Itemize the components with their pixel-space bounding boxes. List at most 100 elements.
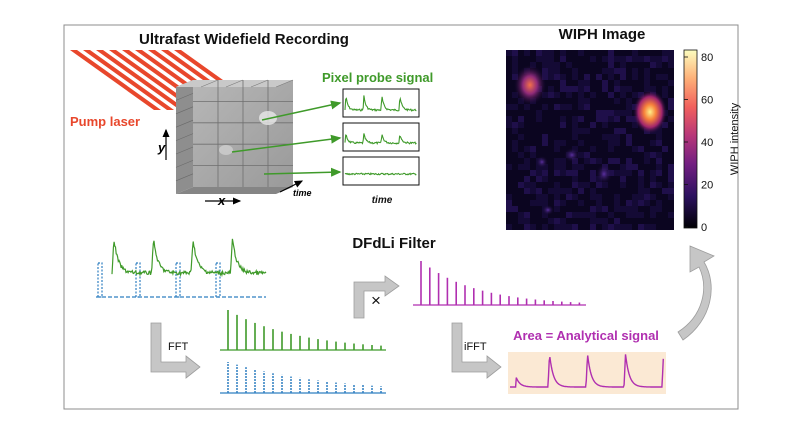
wiph-pixel bbox=[668, 68, 674, 74]
wiph-pixel bbox=[590, 116, 596, 122]
wiph-pixel bbox=[572, 224, 578, 230]
wiph-pixel bbox=[614, 92, 620, 98]
wiph-pixel bbox=[548, 74, 554, 80]
wiph-pixel bbox=[578, 146, 584, 152]
wiph-pixel bbox=[614, 122, 620, 128]
wiph-pixel bbox=[644, 140, 650, 146]
wiph-pixel bbox=[620, 92, 626, 98]
wiph-pixel bbox=[506, 104, 512, 110]
wiph-pixel bbox=[554, 200, 560, 206]
wiph-pixel bbox=[668, 182, 674, 188]
wiph-pixel bbox=[644, 152, 650, 158]
wiph-pixel bbox=[584, 56, 590, 62]
wiph-pixel bbox=[518, 116, 524, 122]
wiph-pixel bbox=[560, 224, 566, 230]
wiph-pixel bbox=[506, 92, 512, 98]
wiph-pixel bbox=[578, 62, 584, 68]
wiph-pixel bbox=[548, 224, 554, 230]
wiph-pixel bbox=[578, 194, 584, 200]
wiph-pixel bbox=[602, 128, 608, 134]
wiph-pixel bbox=[584, 80, 590, 86]
wiph-pixel bbox=[518, 50, 524, 56]
wiph-pixel bbox=[578, 170, 584, 176]
wiph-pixel bbox=[608, 50, 614, 56]
wiph-pixel bbox=[668, 74, 674, 80]
wiph-pixel bbox=[548, 212, 554, 218]
wiph-pixel bbox=[548, 200, 554, 206]
wiph-pixel bbox=[620, 152, 626, 158]
wiph-pixel bbox=[554, 110, 560, 116]
wiph-pixel bbox=[638, 158, 644, 164]
wiph-pixel bbox=[578, 92, 584, 98]
wiph-pixel bbox=[560, 116, 566, 122]
wiph-pixel bbox=[566, 80, 572, 86]
wiph-pixel bbox=[608, 182, 614, 188]
wiph-pixel bbox=[530, 128, 536, 134]
wiph-pixel bbox=[632, 170, 638, 176]
wiph-pixel bbox=[638, 62, 644, 68]
wiph-pixel bbox=[608, 146, 614, 152]
wiph-pixel bbox=[608, 86, 614, 92]
wiph-pixel bbox=[566, 116, 572, 122]
wiph-pixel bbox=[578, 50, 584, 56]
wiph-pixel bbox=[512, 206, 518, 212]
wiph-pixel bbox=[512, 176, 518, 182]
wiph-pixel bbox=[560, 122, 566, 128]
wiph-pixel bbox=[668, 176, 674, 182]
wiph-pixel bbox=[578, 182, 584, 188]
wiph-pixel bbox=[506, 206, 512, 212]
feedback-arrow bbox=[677, 245, 715, 341]
colorbar-tick-label: 60 bbox=[701, 95, 713, 107]
wiph-pixel bbox=[578, 74, 584, 80]
wiph-pixel bbox=[638, 164, 644, 170]
wiph-pixel bbox=[584, 200, 590, 206]
wiph-pixel bbox=[662, 224, 668, 230]
wiph-pixel bbox=[554, 92, 560, 98]
wiph-pixel bbox=[506, 182, 512, 188]
area-signal-label: Area = Analytical signal bbox=[513, 328, 659, 343]
wiph-pixel bbox=[632, 218, 638, 224]
wiph-pixel bbox=[638, 74, 644, 80]
wiph-pixel bbox=[566, 122, 572, 128]
wiph-pixel bbox=[542, 140, 548, 146]
wiph-pixel bbox=[620, 104, 626, 110]
wiph-pixel bbox=[566, 50, 572, 56]
wiph-pixel bbox=[614, 206, 620, 212]
wiph-pixel bbox=[542, 188, 548, 194]
wiph-pixel bbox=[512, 128, 518, 134]
wiph-pixel bbox=[650, 206, 656, 212]
wiph-pixel bbox=[572, 194, 578, 200]
wiph-pixel bbox=[554, 206, 560, 212]
wiph-pixel bbox=[578, 56, 584, 62]
wiph-pixel bbox=[632, 194, 638, 200]
wiph-pixel bbox=[590, 74, 596, 80]
wiph-pixel bbox=[548, 170, 554, 176]
wiph-pixel bbox=[518, 146, 524, 152]
fft-arrow bbox=[150, 322, 201, 379]
wiph-pixel bbox=[584, 188, 590, 194]
filter-comb-tooth bbox=[175, 262, 181, 298]
wiph-pixel bbox=[650, 56, 656, 62]
wiph-pixel bbox=[620, 50, 626, 56]
wiph-pixel bbox=[650, 62, 656, 68]
wiph-pixel bbox=[626, 50, 632, 56]
wiph-pixel bbox=[626, 188, 632, 194]
wiph-pixel bbox=[506, 218, 512, 224]
wiph-pixel bbox=[626, 104, 632, 110]
wiph-pixel bbox=[554, 134, 560, 140]
wiph-pixel bbox=[668, 104, 674, 110]
wiph-pixel bbox=[560, 206, 566, 212]
wiph-pixel bbox=[584, 164, 590, 170]
wiph-pixel bbox=[530, 170, 536, 176]
wiph-pixel bbox=[638, 194, 644, 200]
wiph-pixel bbox=[614, 56, 620, 62]
wiph-pixel bbox=[512, 68, 518, 74]
wiph-pixel bbox=[590, 176, 596, 182]
wiph-pixel bbox=[512, 170, 518, 176]
wiph-pixel bbox=[524, 218, 530, 224]
wiph-pixel bbox=[506, 176, 512, 182]
wiph-pixel bbox=[614, 188, 620, 194]
wiph-pixel bbox=[632, 56, 638, 62]
wiph-pixel bbox=[554, 50, 560, 56]
